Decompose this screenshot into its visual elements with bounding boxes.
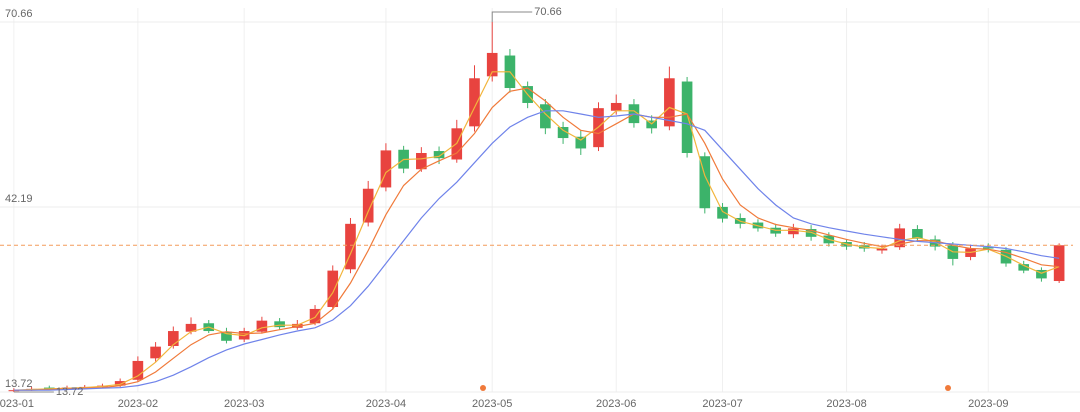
x-tick-label: 2023-03 [224, 398, 264, 410]
event-marker[interactable] [480, 385, 486, 391]
candle-body [894, 228, 906, 248]
candle-body [114, 381, 126, 386]
candle-body [433, 151, 445, 159]
y-tick-label: 42.19 [5, 193, 33, 205]
candle-body [256, 320, 268, 332]
candle-body [380, 150, 392, 188]
candle-body [557, 127, 569, 139]
low-annotation: 13.72 [56, 386, 84, 398]
candle-body [292, 323, 303, 328]
candle-body [274, 321, 285, 328]
moving-average-line [13, 71, 1060, 391]
candle-body [221, 331, 232, 341]
candle-body [717, 206, 728, 219]
candle-body [788, 228, 799, 235]
x-tick-label: 2023-08 [826, 398, 866, 410]
candle-body [1018, 264, 1030, 271]
x-tick-label: 2023-01 [0, 398, 34, 410]
moving-average-line [13, 87, 1060, 391]
y-tick-label: 70.66 [5, 8, 33, 20]
candle-body [43, 387, 55, 389]
x-tick-label: 2023-09 [968, 398, 1008, 410]
candle-body [469, 78, 480, 127]
candle-body [8, 390, 20, 392]
high-annotation: 70.66 [534, 6, 562, 18]
candle-body [1053, 245, 1065, 282]
candle-body [132, 360, 144, 380]
x-tick-label: 2023-02 [118, 398, 158, 410]
x-tick-label: 2023-07 [702, 398, 742, 410]
candle-body [185, 323, 197, 332]
high-annotation-line [491, 11, 533, 22]
moving-average-line [13, 110, 1060, 391]
candle-body [309, 308, 321, 324]
candle-body [486, 52, 498, 77]
x-tick-label: 2023-06 [596, 398, 636, 410]
candle-body [610, 102, 622, 111]
candle-body [912, 229, 923, 239]
candle-body [575, 136, 587, 149]
x-tick-label: 2023-04 [366, 398, 406, 410]
candle-body [167, 331, 179, 346]
candle-body [416, 153, 427, 170]
candle-body [982, 247, 994, 249]
candle-body [699, 156, 711, 209]
event-marker[interactable] [945, 385, 951, 391]
candle-body [327, 270, 339, 308]
candle-body [664, 78, 675, 127]
candle-body [362, 188, 374, 223]
candle-body [150, 346, 161, 359]
candle-body [540, 104, 551, 129]
candle-body [681, 81, 693, 154]
candle-body [1036, 269, 1047, 279]
candle-body [876, 248, 888, 251]
x-tick-label: 2023-05 [472, 398, 512, 410]
candle-body [345, 223, 356, 270]
y-tick-label: 13.72 [5, 378, 33, 390]
